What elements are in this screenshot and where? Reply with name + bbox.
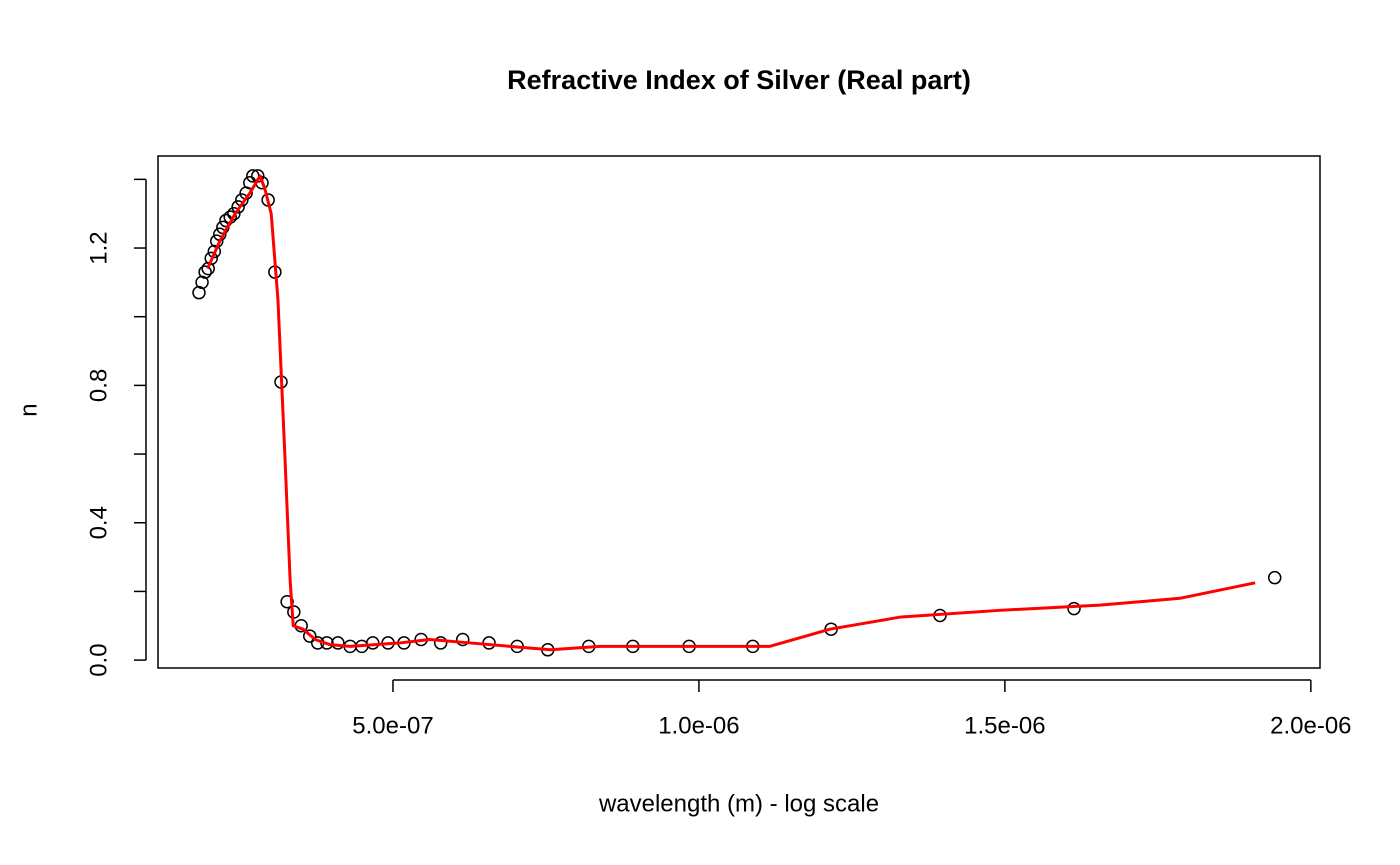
x-tick-label: 1.0e-06 [658,712,739,739]
data-point [231,200,245,214]
y-tick-label: 0.4 [85,506,112,539]
y-tick-label: 0.0 [85,643,112,676]
data-point [455,632,470,647]
data-point [198,265,212,279]
data-point [1067,601,1081,616]
data-point [366,636,380,650]
x-tick-label: 2.0e-06 [1270,712,1351,739]
data-point [280,594,294,609]
data-point [207,244,222,259]
fit-line [206,174,1256,652]
x-axis-label: wavelength (m) - log scale [598,790,879,817]
x-tick-label: 5.0e-07 [352,712,433,739]
data-point [1267,570,1282,585]
x-tick-label: 1.5e-06 [964,712,1045,739]
data-point [204,251,218,266]
chart-title: Refractive Index of Silver (Real part) [507,65,971,95]
y-tick-label: 1.2 [85,231,112,264]
plot-frame [157,155,1321,669]
y-tick-label: 0.8 [85,369,112,402]
data-point [331,636,345,650]
data-point [433,636,448,650]
data-point [303,629,317,643]
data-point [227,206,241,221]
y-axis-label: n [15,403,42,416]
